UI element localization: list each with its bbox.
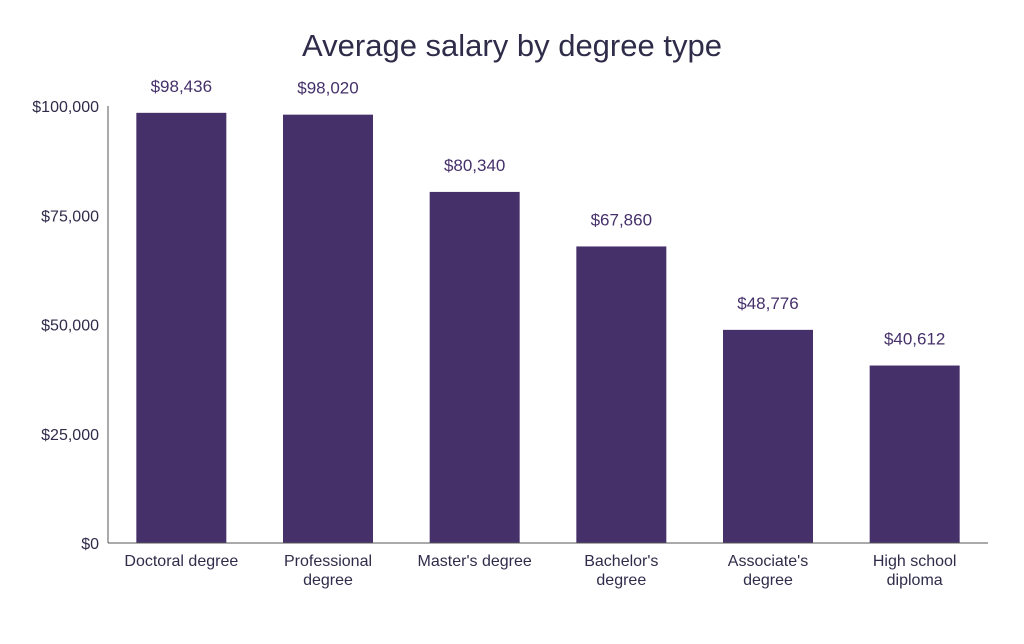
y-axis: $0 $25,000 $50,000 $75,000 $100,000 [32,99,109,553]
x-tick-label: Master's degree [418,553,532,570]
data-label: $80,340 [444,156,505,175]
y-tick-label: $25,000 [41,427,99,444]
bars [136,112,960,544]
y-tick-label: $100,000 [32,99,99,116]
bar [136,112,227,543]
x-tick-label: Doctoral degree [124,553,238,570]
data-label: $98,436 [151,77,212,96]
data-label: $40,612 [884,330,945,349]
bar [576,246,667,544]
bar [723,329,813,543]
chart-title: Average salary by degree type [302,28,722,63]
x-tick-label: Professional degree [284,553,372,589]
x-tick-label: Bachelor's degree [584,553,658,589]
bar [429,191,520,544]
x-tick-label: Associate's degree [728,553,808,589]
y-tick-label: $75,000 [41,208,99,225]
bar [283,114,373,544]
y-tick-label: $50,000 [41,318,99,335]
data-label: $67,860 [591,210,652,229]
x-axis: Doctoral degree Professional degree Master'… [108,542,988,589]
x-tick-label: High school diploma [873,553,957,589]
data-label: $98,020 [297,79,358,98]
data-labels: $98,436 $98,020 $80,340 $67,860 $48,776 $40,6… [151,77,946,349]
bar [869,365,960,543]
data-label: $48,776 [737,294,798,313]
y-tick-label: $0 [81,536,99,553]
